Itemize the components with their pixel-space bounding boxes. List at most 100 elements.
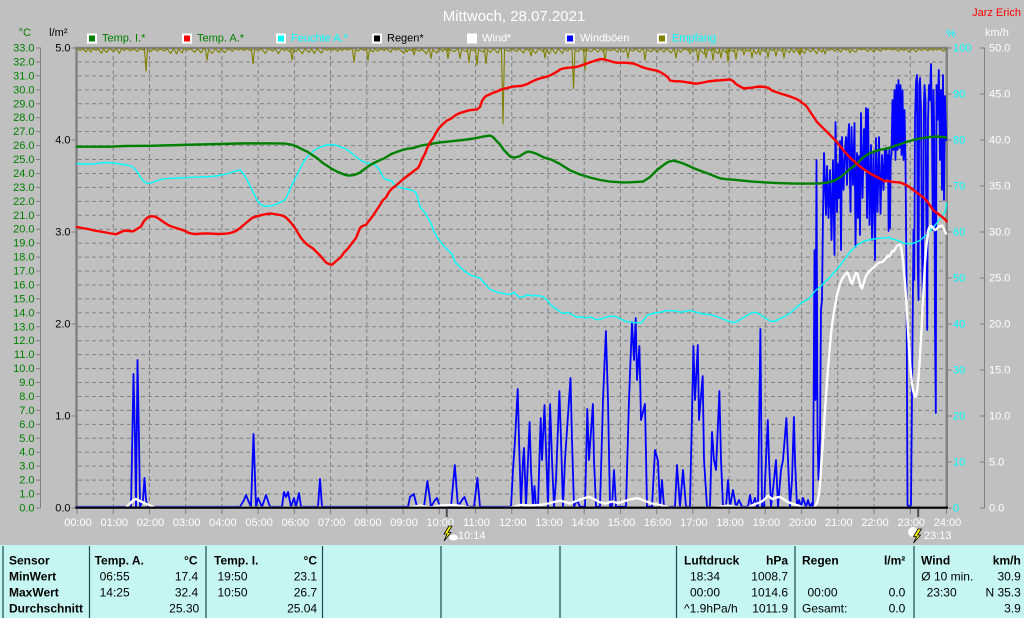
svg-text:10:00: 10:00 [427, 517, 455, 529]
svg-text:12:00: 12:00 [499, 517, 527, 529]
svg-text:23:00: 23:00 [898, 517, 926, 529]
svg-text:0.0: 0.0 [19, 503, 34, 515]
svg-text:10: 10 [953, 457, 965, 469]
svg-text:30.0: 30.0 [989, 227, 1010, 239]
svg-text:27.0: 27.0 [13, 126, 34, 138]
svg-text:45.0: 45.0 [989, 89, 1010, 101]
svg-text:Durchschnitt: Durchschnitt [9, 602, 83, 616]
svg-text:90: 90 [953, 89, 965, 101]
svg-text:Temp. A.*: Temp. A.* [197, 33, 245, 45]
svg-text:20:00: 20:00 [789, 517, 817, 529]
svg-text:1008.7: 1008.7 [751, 570, 788, 584]
svg-text:20.0: 20.0 [13, 224, 34, 236]
svg-text:°C: °C [304, 554, 318, 568]
svg-text:10.0: 10.0 [13, 363, 34, 375]
svg-text:26.0: 26.0 [13, 140, 34, 152]
svg-text:40.0: 40.0 [989, 135, 1010, 147]
svg-text:15:00: 15:00 [608, 517, 636, 529]
svg-text:33.0: 33.0 [13, 43, 34, 55]
svg-text:14:25: 14:25 [100, 586, 130, 600]
svg-text:16:00: 16:00 [644, 517, 672, 529]
svg-text:%: % [946, 28, 956, 40]
svg-text:Temp. I.: Temp. I. [214, 554, 258, 568]
svg-text:4.0: 4.0 [19, 447, 34, 459]
svg-text:03:00: 03:00 [173, 517, 201, 529]
svg-text:22:00: 22:00 [861, 517, 889, 529]
svg-text:00:00: 00:00 [64, 517, 92, 529]
svg-text:100: 100 [953, 43, 971, 55]
svg-text:20: 20 [953, 411, 965, 423]
svg-text:70: 70 [953, 181, 965, 193]
svg-text:4.0: 4.0 [55, 135, 70, 147]
svg-text:18.0: 18.0 [13, 252, 34, 264]
svg-text:7.0: 7.0 [19, 405, 34, 417]
svg-text:00:00: 00:00 [808, 586, 838, 600]
svg-text:02:00: 02:00 [137, 517, 165, 529]
svg-text:50: 50 [953, 273, 965, 285]
svg-text:21:00: 21:00 [825, 517, 853, 529]
svg-text:0.0: 0.0 [889, 602, 906, 616]
svg-text:°C: °C [184, 554, 198, 568]
svg-text:13.0: 13.0 [13, 321, 34, 333]
svg-text:23:30: 23:30 [927, 586, 957, 600]
svg-text:Temp. A.: Temp. A. [95, 554, 144, 568]
svg-text:23.0: 23.0 [13, 182, 34, 194]
svg-text:07:00: 07:00 [318, 517, 346, 529]
svg-text:10.0: 10.0 [989, 411, 1010, 423]
svg-text:Windböen: Windböen [580, 33, 630, 45]
svg-text:1011.9: 1011.9 [752, 602, 788, 616]
svg-text:Ø 10 min.: Ø 10 min. [921, 570, 973, 584]
svg-text:11.0: 11.0 [14, 349, 35, 361]
svg-text:l/m²: l/m² [49, 27, 68, 39]
svg-text:3.9: 3.9 [1004, 602, 1021, 616]
svg-text:25.04: 25.04 [287, 602, 317, 616]
svg-text:04:00: 04:00 [209, 517, 237, 529]
svg-text:Regen*: Regen* [387, 33, 424, 45]
svg-text:km/h: km/h [985, 27, 1009, 39]
svg-text:13:00: 13:00 [535, 517, 563, 529]
svg-text:14:00: 14:00 [571, 517, 599, 529]
svg-text:Wind*: Wind* [482, 33, 512, 45]
svg-text:21.0: 21.0 [13, 210, 34, 222]
svg-text:22.0: 22.0 [13, 196, 34, 208]
svg-text:19:00: 19:00 [753, 517, 781, 529]
svg-text:18:00: 18:00 [716, 517, 744, 529]
svg-text:32.0: 32.0 [13, 56, 34, 68]
svg-text:25.0: 25.0 [989, 273, 1010, 285]
svg-text:14.0: 14.0 [13, 307, 34, 319]
svg-text:06:00: 06:00 [282, 517, 310, 529]
svg-text:9.0: 9.0 [19, 377, 34, 389]
svg-text:17:00: 17:00 [680, 517, 708, 529]
svg-text:5.0: 5.0 [989, 457, 1004, 469]
svg-text:23.1: 23.1 [294, 570, 318, 584]
svg-text:24:00: 24:00 [934, 517, 962, 529]
svg-text:Gesamt:: Gesamt: [802, 602, 847, 616]
svg-text:26.7: 26.7 [294, 586, 318, 600]
svg-text:0: 0 [953, 503, 959, 515]
svg-text:60: 60 [953, 227, 965, 239]
svg-text:1.0: 1.0 [19, 489, 34, 501]
svg-text:6.0: 6.0 [19, 419, 34, 431]
svg-text:hPa: hPa [766, 554, 788, 568]
svg-text:30.0: 30.0 [13, 84, 34, 96]
svg-text:Temp. I.*: Temp. I.* [102, 33, 146, 45]
svg-text:40: 40 [953, 319, 965, 331]
svg-text:06:55: 06:55 [100, 570, 130, 584]
svg-text:Empfang: Empfang [672, 33, 716, 45]
svg-text:0.0: 0.0 [989, 503, 1004, 515]
svg-text:08:00: 08:00 [354, 517, 382, 529]
svg-text:16.0: 16.0 [13, 279, 34, 291]
svg-text:Wind: Wind [921, 554, 950, 568]
svg-text:35.0: 35.0 [989, 181, 1010, 193]
svg-text:°C: °C [19, 27, 31, 39]
svg-text:17.0: 17.0 [13, 266, 34, 278]
svg-text:3.0: 3.0 [19, 461, 34, 473]
svg-text:2.0: 2.0 [55, 319, 70, 331]
svg-text:1.0: 1.0 [55, 411, 70, 423]
svg-text:Regen: Regen [802, 554, 839, 568]
svg-text:^1.9hPa/h: ^1.9hPa/h [684, 602, 738, 616]
svg-text:18:34: 18:34 [690, 570, 720, 584]
svg-text:Mittwoch, 28.07.2021: Mittwoch, 28.07.2021 [443, 8, 586, 25]
svg-text:25.30: 25.30 [169, 602, 199, 616]
svg-text:Luftdruck: Luftdruck [684, 554, 740, 568]
